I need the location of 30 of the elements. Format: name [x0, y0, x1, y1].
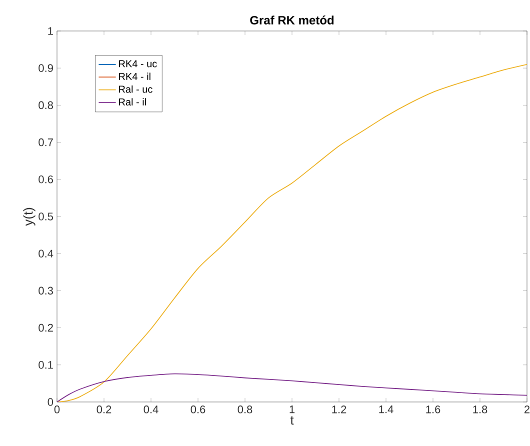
x-tick-label: 1.2 [332, 406, 346, 414]
y-axis-title: y(t) [23, 208, 36, 226]
y-tick-label: 0.9 [38, 64, 53, 72]
legend-label: Ral - il [119, 98, 146, 106]
y-tick-label: 0.8 [38, 101, 53, 110]
y-tick-label: 0 [48, 398, 54, 406]
y-tick-label: 0.1 [38, 361, 53, 369]
y-tick-label: 0.4 [38, 250, 54, 258]
legend-label: RK4 - il [119, 72, 150, 80]
x-tick-label: 1.4 [379, 406, 394, 414]
x-tick-label: 0.4 [144, 406, 158, 414]
y-tick-label: 0.3 [38, 286, 53, 295]
legend-label: Ral - uc [119, 85, 152, 93]
x-tick-label: 1 [290, 406, 295, 414]
legend-label: RK4 - uc [119, 60, 157, 68]
y-tick-label: 0.7 [38, 138, 53, 146]
x-tick-label: 0.2 [96, 406, 112, 414]
y-tick-label: 1 [48, 27, 53, 35]
x-tick-label: 2 [524, 406, 530, 414]
x-axis-title: t [290, 416, 294, 425]
y-tick-label: 0.6 [38, 176, 53, 184]
x-tick-label: 1.8 [473, 406, 488, 414]
chart-title: Graf RK metód [250, 16, 334, 24]
line-series [57, 373, 527, 402]
x-tick-label: 0.6 [190, 406, 206, 414]
y-tick-label: 0.2 [38, 324, 53, 332]
x-tick-label: 0 [54, 406, 60, 414]
y-tick-label: 0.5 [38, 212, 53, 220]
x-tick-label: 0.8 [238, 406, 252, 414]
x-tick-label: 1.6 [426, 406, 440, 414]
